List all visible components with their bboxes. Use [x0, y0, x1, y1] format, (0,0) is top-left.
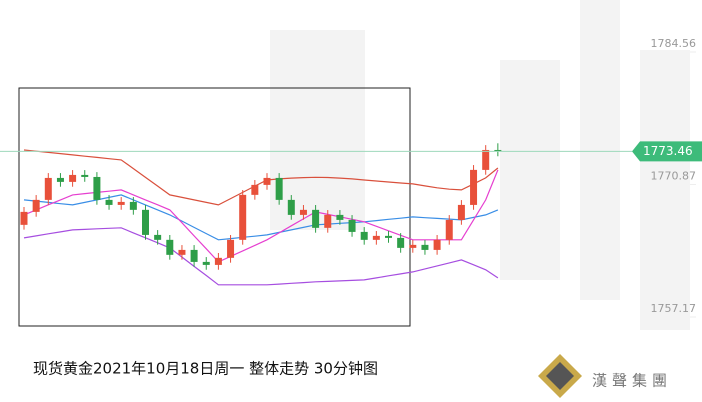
candle-body — [214, 257, 222, 265]
candle-body — [166, 239, 174, 255]
candle-body — [202, 261, 210, 265]
candle-body — [312, 209, 320, 228]
y-tick-label: 1770.87 — [651, 169, 697, 182]
indicator-line — [23, 169, 499, 263]
logo: 漢聲集團 — [538, 354, 672, 398]
candle-body — [142, 209, 149, 235]
chart-title: 现货黄金2021年10月18日周一 整体走势 30分钟图 — [33, 360, 378, 378]
candle-body — [482, 149, 490, 170]
brand-name: 漢聲集團 — [592, 372, 672, 390]
logo-diamond-inner — [546, 362, 574, 390]
candle-body — [178, 249, 186, 255]
candle-body — [470, 169, 478, 205]
candle-body — [263, 177, 271, 185]
candle-body — [154, 234, 162, 240]
candle-body — [190, 249, 198, 262]
y-tick-label: 1757.17 — [651, 302, 697, 315]
highlight-box — [18, 87, 411, 327]
candle-body — [105, 199, 113, 205]
candle-body — [44, 177, 52, 200]
candle-body — [287, 199, 295, 215]
candle-body — [494, 149, 502, 152]
candle-body — [299, 209, 307, 215]
candle-body — [397, 237, 405, 248]
candle-body — [457, 204, 465, 220]
candle-body — [32, 199, 40, 212]
candle-body — [421, 244, 429, 250]
candle-body — [129, 201, 137, 210]
indicator-line — [23, 194, 499, 241]
candle-body — [348, 219, 356, 232]
background-decor — [270, 0, 690, 330]
building — [640, 50, 690, 330]
candle-body — [275, 177, 283, 200]
candle-body — [360, 231, 368, 240]
candle-body — [20, 211, 28, 225]
candle-body — [433, 239, 441, 250]
candle-body — [251, 184, 259, 195]
candle-body — [445, 219, 453, 240]
candle-body — [56, 177, 64, 182]
candle-body — [93, 176, 101, 200]
candle-body — [69, 174, 77, 182]
candle-body — [409, 244, 417, 248]
last-price-tag — [632, 141, 702, 162]
candle-body — [336, 214, 344, 220]
candle-body — [385, 235, 392, 238]
candle-body — [324, 214, 332, 228]
candle-body — [117, 201, 125, 205]
y-tick-label: 1784.56 — [651, 37, 697, 50]
indicator-line — [23, 227, 499, 286]
building — [580, 0, 620, 300]
candle-body — [239, 194, 247, 240]
candle-body — [227, 239, 235, 258]
building — [270, 30, 365, 230]
last-price-label: 1773.46 — [643, 144, 693, 158]
candle-body — [372, 235, 380, 240]
building — [500, 60, 560, 280]
candle-body — [81, 174, 89, 177]
indicator-line — [23, 149, 499, 206]
